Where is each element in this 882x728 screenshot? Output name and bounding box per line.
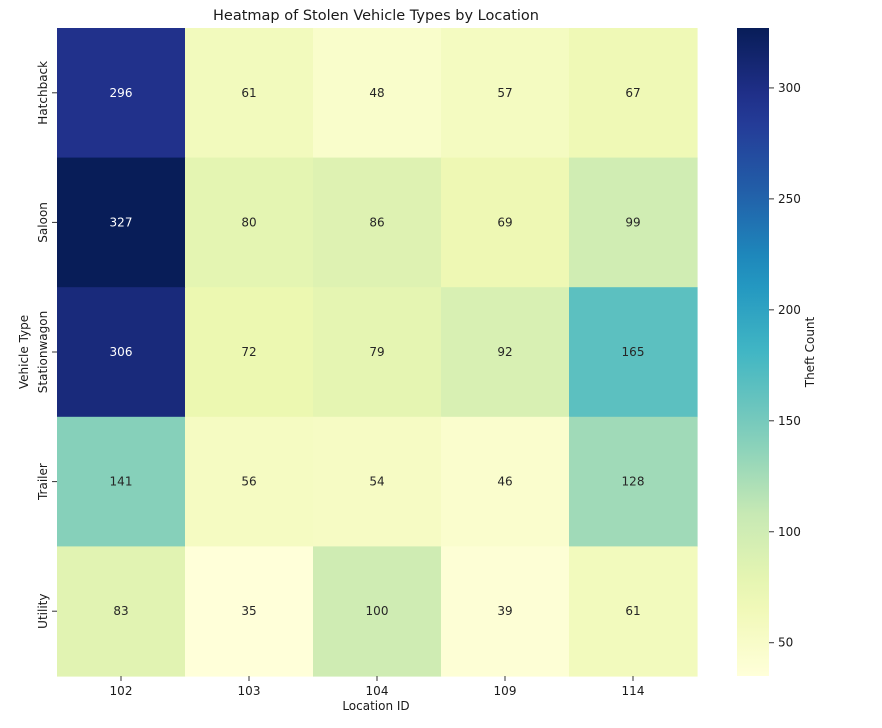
colorbar-label: Theft Count [803,316,817,388]
heatmap-cell [185,416,314,547]
heatmap-cell [57,287,186,418]
heatmap-cell [441,287,570,418]
heatmap-cell [441,28,570,159]
heatmap-cell [57,157,186,288]
y-tick-label: Trailer [36,463,50,501]
colorbar-tick-label: 50 [778,636,793,650]
cell-value-label: 54 [369,475,384,489]
cell-value-label: 141 [110,475,133,489]
cell-value-label: 61 [625,604,640,618]
heatmap-cell [185,287,314,418]
heatmap-cell [185,28,314,159]
heatmap-cell [441,416,570,547]
cell-value-label: 100 [366,604,389,618]
y-axis-label: Vehicle Type [17,315,31,389]
heatmap-cell [441,546,570,677]
x-tick-label: 104 [366,684,389,698]
cell-value-label: 306 [110,345,133,359]
x-axis: 102 103 104 109 114 [110,676,645,698]
y-tick-label: Hatchback [36,61,50,125]
cell-value-label: 86 [369,215,384,229]
colorbar: 50 100 150 200 250 300 [737,28,801,676]
heatmap-cell [185,546,314,677]
x-axis-label: Location ID [342,699,409,713]
cell-value-label: 69 [497,215,512,229]
cell-value-label: 83 [113,604,128,618]
heatmap-cell [569,416,698,547]
colorbar-tick-label: 200 [778,303,801,317]
heatmap-cell [313,157,442,288]
heatmap-cell [185,157,314,288]
x-tick-label: 109 [494,684,517,698]
x-tick-label: 114 [622,684,645,698]
x-tick-label: 102 [110,684,133,698]
y-tick-label: Utility [36,594,50,629]
cell-value-label: 296 [110,86,133,100]
cell-value-label: 57 [497,86,512,100]
cell-value-label: 80 [241,215,256,229]
heatmap-cell [569,157,698,288]
cell-value-label: 56 [241,475,256,489]
y-tick-label: Saloon [36,202,50,243]
cell-value-label: 72 [241,345,256,359]
cell-value-label: 61 [241,86,256,100]
y-axis: Hatchback Saloon Stationwagon Trailer Utilit… [36,61,57,629]
heatmap-cell [569,28,698,159]
colorbar-tick-label: 150 [778,414,801,428]
y-tick-label: Stationwagon [36,311,50,393]
cell-value-label: 67 [625,86,640,100]
cell-value-label: 128 [622,475,645,489]
cell-value-label: 327 [110,215,133,229]
heatmap-cell [57,28,186,159]
heatmap-cell [313,416,442,547]
chart-title: Heatmap of Stolen Vehicle Types by Locat… [213,8,539,24]
heatmap-cell [313,546,442,677]
heatmap-cell [313,28,442,159]
cell-value-label: 39 [497,604,512,618]
heatmap-cell [441,157,570,288]
x-tick-label: 103 [238,684,261,698]
cell-value-label: 35 [241,604,256,618]
colorbar-gradient [737,28,769,676]
heatmap-cells: 296 61 48 57 67 327 80 86 69 99 306 72 79 92 165 141 56 5… [57,28,698,677]
cell-value-label: 99 [625,215,640,229]
colorbar-tick-label: 100 [778,525,801,539]
heatmap-cell [569,546,698,677]
colorbar-tick-label: 250 [778,192,801,206]
heatmap-cell [569,287,698,418]
colorbar-tick-label: 300 [778,81,801,95]
cell-value-label: 79 [369,345,384,359]
cell-value-label: 165 [622,345,645,359]
heatmap-cell [57,416,186,547]
heatmap-cell [57,546,186,677]
cell-value-label: 48 [369,86,384,100]
heatmap-cell [313,287,442,418]
cell-value-label: 46 [497,475,512,489]
cell-value-label: 92 [497,345,512,359]
